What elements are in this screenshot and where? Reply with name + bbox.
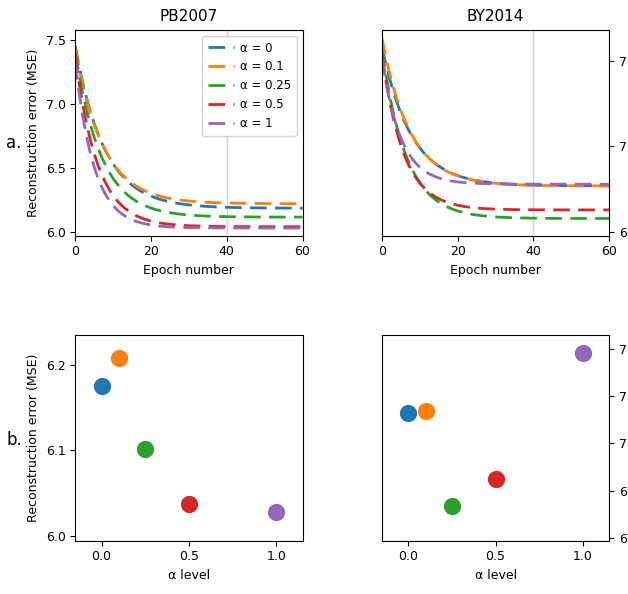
α = 0 [299,204,306,211]
Title: PB2007: PB2007 [160,10,218,24]
α = 1 [299,225,306,232]
Point [140,444,150,453]
Point [271,507,281,517]
Y-axis label: Reconstruction error (MSE): Reconstruction error (MSE) [27,49,40,217]
α = 0.25 [299,213,306,220]
α = 0.1 [151,191,159,198]
Line: α = 1: α = 1 [75,63,303,228]
Point [97,381,107,391]
α = 0 [268,204,276,211]
X-axis label: α level: α level [475,569,517,582]
Line: α = 0.1: α = 0.1 [75,49,303,204]
Point [578,349,588,358]
α = 1 [193,224,200,231]
α = 0.25 [268,213,276,220]
Line: α = 0: α = 0 [75,46,303,208]
α = 0.25 [208,213,215,220]
α = 0.5 [208,223,215,230]
α = 1 [208,225,215,232]
α = 1 [151,222,159,229]
α = 0.1 [72,45,79,52]
α = 0.25 [151,206,159,213]
α = 0.25 [72,49,79,56]
α = 0.5 [117,201,124,208]
Title: BY2014: BY2014 [467,10,524,24]
α = 0.5 [151,219,159,226]
α = 0.5 [72,53,79,60]
α = 0 [208,203,215,210]
Line: α = 0.5: α = 0.5 [75,56,303,227]
α = 1 [124,214,132,222]
Text: b.: b. [6,431,22,448]
Point [447,502,457,511]
α = 0.5 [268,223,276,230]
α = 0.25 [117,185,124,192]
α = 0.1 [117,169,124,176]
α = 1 [117,210,124,217]
α = 0.1 [124,177,132,184]
α = 0.5 [193,222,200,229]
α = 0.1 [208,199,215,206]
X-axis label: Epoch number: Epoch number [143,264,234,277]
α = 0 [151,194,159,201]
Text: a.: a. [6,134,21,151]
Y-axis label: Reconstruction error (MSE): Reconstruction error (MSE) [27,353,40,522]
α = 0.25 [193,212,200,219]
α = 1 [268,225,276,232]
α = 0.25 [124,192,132,199]
α = 0.5 [124,207,132,214]
Point [421,406,431,416]
α = 0.1 [193,198,200,205]
Point [403,408,413,418]
X-axis label: α level: α level [168,569,210,582]
α = 0 [193,202,200,209]
Point [184,499,194,508]
α = 0.5 [299,223,306,230]
α = 0 [124,178,132,185]
α = 1 [72,59,79,67]
α = 0.1 [268,200,276,207]
Line: α = 0.25: α = 0.25 [75,53,303,217]
α = 0 [117,170,124,178]
Point [114,353,124,362]
Legend: α = 0, α = 0.1, α = 0.25, α = 0.5, α = 1: α = 0, α = 0.1, α = 0.25, α = 0.5, α = 1 [202,36,296,136]
X-axis label: Epoch number: Epoch number [450,264,541,277]
Point [490,474,501,484]
α = 0.1 [299,200,306,207]
α = 0 [72,43,79,50]
